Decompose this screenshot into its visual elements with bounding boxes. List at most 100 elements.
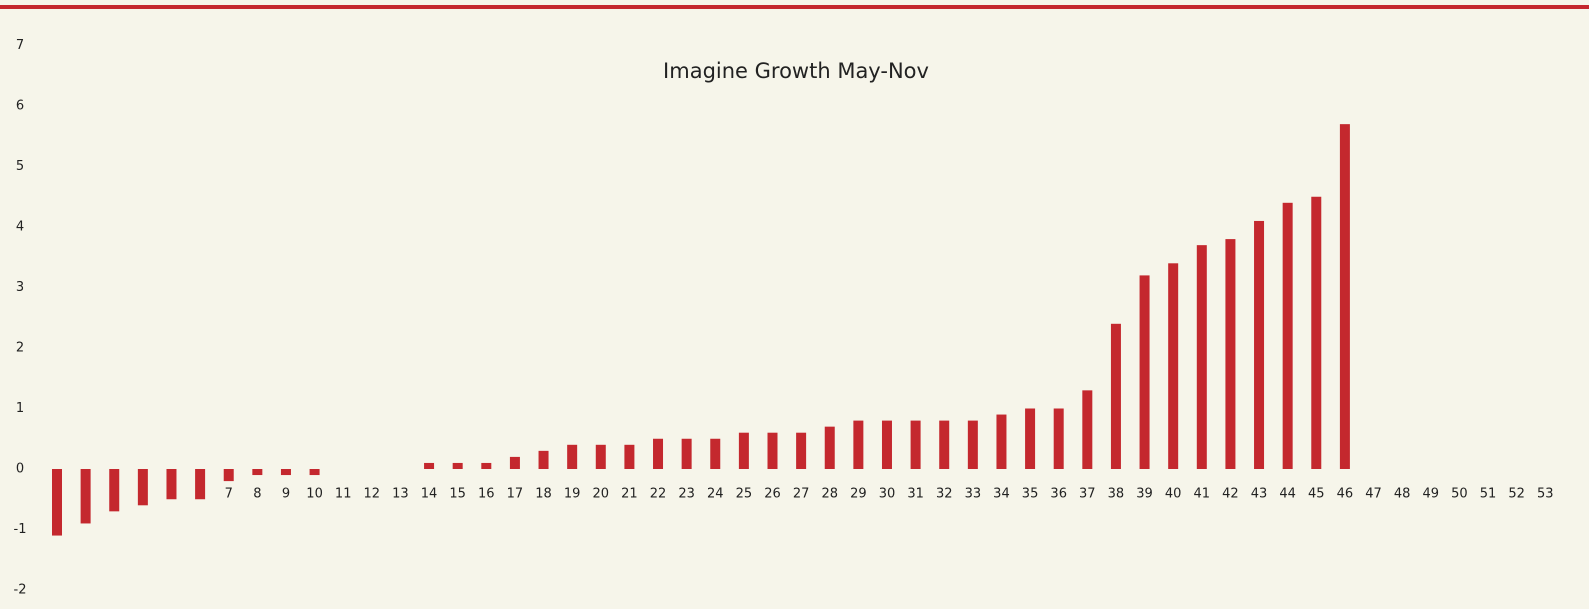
x-tick-label: 31: [907, 487, 924, 502]
bar: [424, 462, 435, 469]
bar: [1168, 263, 1179, 469]
x-tick-label: 18: [535, 487, 552, 502]
x-tick-label: 23: [678, 487, 695, 502]
x-tick-label: 27: [793, 487, 810, 502]
x-tick-label: 52: [1508, 487, 1525, 502]
bar: [1139, 275, 1150, 469]
bar: [681, 438, 692, 469]
y-tick-label: -1: [14, 522, 27, 537]
bar: [767, 432, 778, 469]
x-tick-label: 39: [1136, 487, 1153, 502]
y-tick-label: 1: [16, 401, 24, 416]
x-tick-label: 38: [1108, 487, 1125, 502]
x-tick-label: 9: [282, 487, 290, 502]
bar: [1311, 196, 1322, 469]
bar: [1110, 323, 1121, 469]
bar: [538, 450, 549, 469]
x-tick-label: 41: [1194, 487, 1211, 502]
x-tick-label: 42: [1222, 487, 1239, 502]
bar: [195, 469, 206, 500]
bar: [309, 469, 320, 476]
x-tick-label: 43: [1251, 487, 1268, 502]
x-tick-label: 13: [392, 487, 409, 502]
y-tick-label: 5: [16, 159, 24, 174]
y-tick-label: 4: [16, 220, 24, 235]
x-tick-label: 14: [421, 487, 438, 502]
y-tick-label: 2: [16, 341, 24, 356]
bar: [738, 432, 749, 469]
top-rule: [0, 5, 1589, 9]
bar: [481, 462, 492, 469]
bar: [1196, 245, 1207, 469]
bar: [881, 420, 892, 469]
y-tick-label: 6: [16, 99, 24, 114]
x-tick-label: 36: [1050, 487, 1067, 502]
x-tick-label: 10: [306, 487, 323, 502]
bar: [1082, 390, 1093, 469]
x-tick-label: 37: [1079, 487, 1096, 502]
bar: [939, 420, 950, 469]
bar: [796, 432, 807, 469]
bar: [595, 444, 606, 469]
bar: [280, 469, 291, 476]
y-tick-label: -2: [14, 583, 27, 598]
x-tick-label: 21: [621, 487, 638, 502]
bar: [853, 420, 864, 469]
y-tick-label: 0: [16, 462, 24, 477]
x-tick-label: 48: [1394, 487, 1411, 502]
x-tick-label: 20: [593, 487, 610, 502]
x-tick-label: 53: [1537, 487, 1554, 502]
bar: [137, 469, 148, 506]
bar: [166, 469, 177, 500]
bar: [1025, 408, 1036, 469]
x-tick-label: 12: [364, 487, 381, 502]
bar: [910, 420, 921, 469]
bar: [624, 444, 635, 469]
y-tick-label: 3: [16, 280, 24, 295]
bar: [452, 462, 463, 469]
x-tick-label: 34: [993, 487, 1010, 502]
x-tick-label: 40: [1165, 487, 1182, 502]
x-tick-label: 49: [1422, 487, 1439, 502]
bar: [1282, 202, 1293, 470]
x-tick-label: 7: [225, 487, 233, 502]
x-tick-label: 47: [1365, 487, 1382, 502]
x-tick-label: 25: [736, 487, 753, 502]
x-tick-label: 8: [253, 487, 261, 502]
bar: [967, 420, 978, 469]
x-tick-label: 33: [965, 487, 982, 502]
x-tick-label: 35: [1022, 487, 1039, 502]
x-tick-label: 46: [1337, 487, 1354, 502]
x-tick-label: 29: [850, 487, 867, 502]
bar: [223, 469, 234, 482]
x-tick-label: 32: [936, 487, 953, 502]
bar: [52, 469, 62, 536]
x-tick-label: 11: [335, 487, 352, 502]
x-tick-label: 22: [650, 487, 667, 502]
chart-title: Imagine Growth May-Nov: [663, 59, 929, 83]
bar: [252, 469, 263, 476]
x-tick-label: 44: [1279, 487, 1296, 502]
x-tick-label: 50: [1451, 487, 1468, 502]
x-tick-label: 19: [564, 487, 581, 502]
x-tick-label: 26: [764, 487, 781, 502]
bar: [1053, 408, 1064, 469]
x-tick-label: 16: [478, 487, 495, 502]
bar: [824, 426, 835, 469]
bar: [509, 456, 520, 469]
x-tick-label: 51: [1480, 487, 1497, 502]
x-tick-label: 45: [1308, 487, 1325, 502]
x-tick-label: 24: [707, 487, 724, 502]
bar: [653, 438, 664, 469]
bar: [996, 414, 1007, 469]
y-tick-label: 7: [16, 38, 24, 53]
x-tick-label: 30: [879, 487, 896, 502]
bar: [1339, 124, 1350, 470]
bar: [710, 438, 721, 469]
bar: [80, 469, 91, 524]
bar: [1225, 239, 1236, 469]
x-tick-label: 28: [821, 487, 838, 502]
x-tick-label: 15: [449, 487, 466, 502]
bar: [1254, 220, 1265, 469]
